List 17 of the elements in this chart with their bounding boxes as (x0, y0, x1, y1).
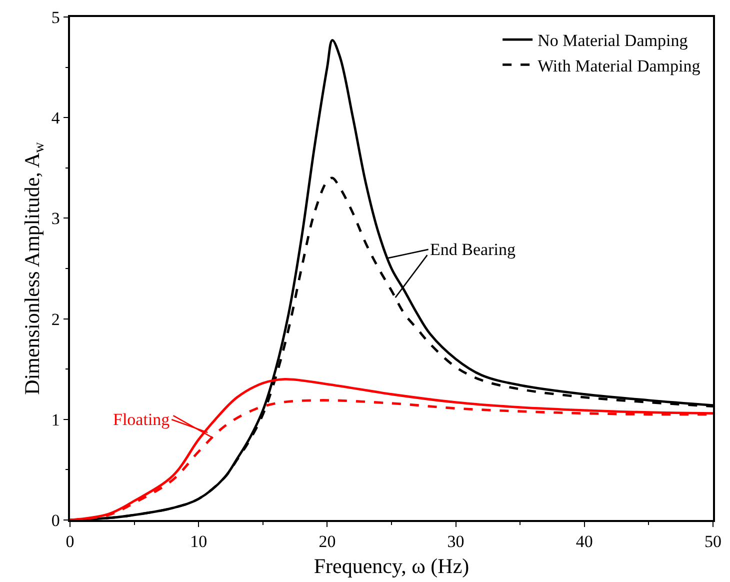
y-tick-label: 3 (51, 209, 60, 228)
x-tick-label: 50 (704, 532, 722, 552)
y-tick-label: 5 (51, 8, 60, 27)
x-axis-title: Frequency, ω (Hz) (314, 554, 470, 578)
x-tick-label: 40 (576, 532, 593, 552)
annotation: Floating (113, 410, 170, 429)
y-tick-label: 2 (51, 310, 60, 329)
y-tick-label: 1 (51, 410, 60, 430)
x-tick-label: 20 (318, 532, 336, 552)
legend-label: No Material Damping (538, 31, 688, 50)
y-tick-label: 4 (51, 108, 60, 128)
y-tick-label: 0 (51, 510, 60, 530)
annotation: End Bearing (430, 240, 516, 259)
legend-label: With Material Damping (538, 56, 701, 76)
x-tick-label: 30 (447, 532, 464, 552)
x-tick-label: 10 (190, 532, 208, 552)
x-tick-label: 0 (66, 532, 74, 552)
